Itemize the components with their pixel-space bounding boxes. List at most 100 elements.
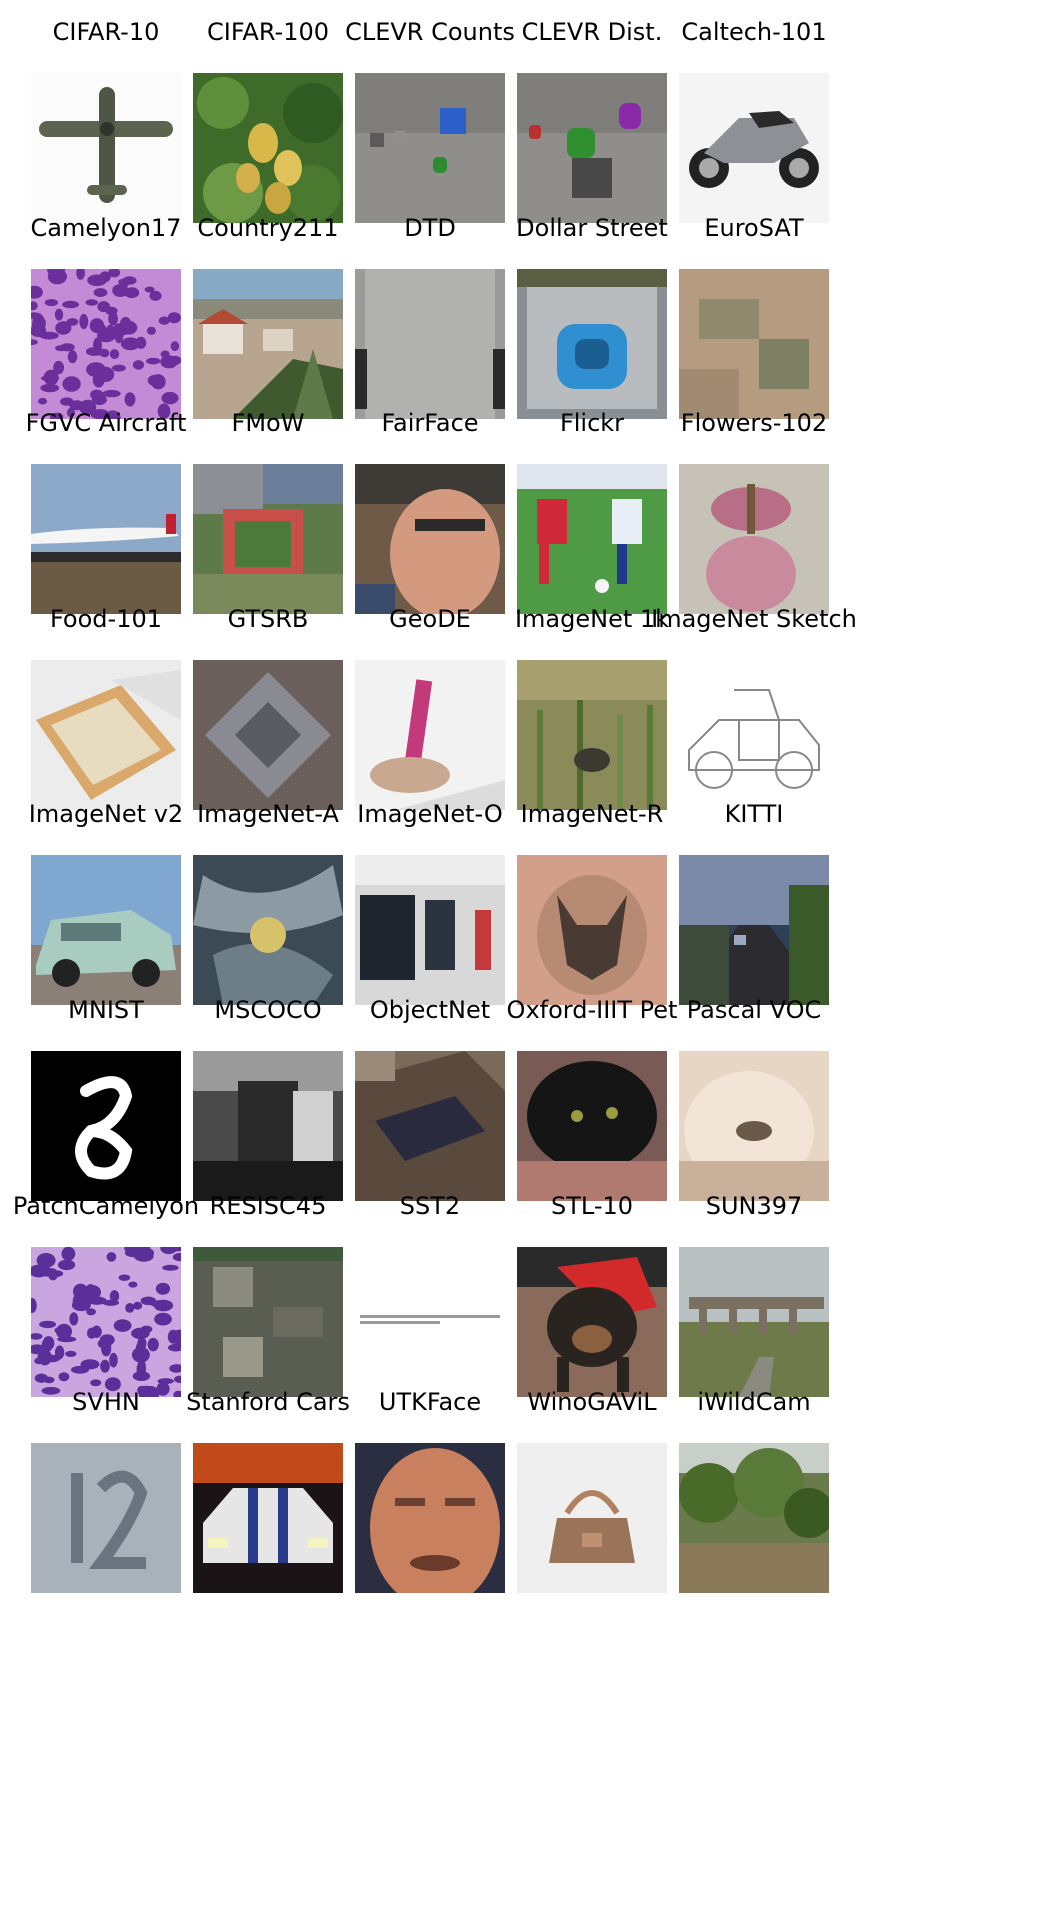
dataset-cell: ImageNet-A — [170, 782, 366, 1005]
dataset-cell: SVHN — [8, 1370, 204, 1593]
dataset-label: RESISC45 — [209, 1192, 327, 1220]
dataset-cell: CLEVR Counts — [332, 0, 528, 223]
clevr-shapes-thumbnail — [517, 73, 667, 223]
dataset-label: GeoDE — [389, 605, 471, 633]
dataset-cell: GeoDE — [332, 587, 528, 810]
town-landscape-thumbnail — [193, 269, 343, 419]
dataset-label: EuroSAT — [704, 214, 804, 242]
dataset-label: ImageNet v2 — [28, 800, 184, 828]
car-sketch-thumbnail — [679, 660, 829, 810]
dataset-label: ImageNet-R — [520, 800, 664, 828]
dataset-label: ObjectNet — [369, 996, 491, 1024]
dataset-label: ImageNet Sketch — [651, 605, 857, 633]
server-room-thumbnail — [355, 855, 505, 1005]
dataset-label: Stanford Cars — [186, 1388, 350, 1416]
abstract-objects-thumbnail — [193, 855, 343, 1005]
dataset-cell: CLEVR Dist. — [494, 0, 690, 223]
grayscale-person-thumbnail — [193, 1051, 343, 1201]
dataset-cell: Camelyon17 — [8, 196, 204, 419]
grass-thumbnail — [517, 660, 667, 810]
dataset-cell: FairFace — [332, 391, 528, 614]
dataset-label: STL-10 — [550, 1192, 634, 1220]
satellite-field-thumbnail — [679, 269, 829, 419]
traffic-sign-thumbnail — [193, 660, 343, 810]
dataset-cell: EuroSAT — [656, 196, 852, 419]
dataset-label: FMoW — [231, 409, 305, 437]
motorcycle-thumbnail — [679, 73, 829, 223]
dataset-label: UTKFace — [378, 1388, 482, 1416]
dataset-cell: FGVC Aircraft — [8, 391, 204, 614]
dataset-cell: Country211 — [170, 196, 366, 419]
dataset-label: CLEVR Dist. — [521, 18, 663, 46]
dataset-label: Pascal VOC — [686, 996, 822, 1024]
dataset-label: iWildCam — [697, 1388, 811, 1416]
dataset-cell: ImageNet 1k — [494, 587, 690, 810]
dataset-cell: STL-10 — [494, 1174, 690, 1397]
dataset-label: SVHN — [72, 1388, 140, 1416]
dataset-cell: Pascal VOC — [656, 978, 852, 1201]
histology-tissue-thumbnail — [31, 1247, 181, 1397]
aerial-city-thumbnail — [193, 1247, 343, 1397]
dataset-cell: ImageNet v2 — [8, 782, 204, 1005]
dataset-cell: DTD — [332, 196, 528, 419]
dataset-cell: MSCOCO — [170, 978, 366, 1201]
handwritten-digit-thumbnail — [31, 1051, 181, 1201]
road-scene-thumbnail — [679, 855, 829, 1005]
face-thumbnail — [355, 464, 505, 614]
dataset-label: PatchCamelyon — [12, 1192, 200, 1220]
fabric-texture-thumbnail — [355, 269, 505, 419]
dataset-label: MSCOCO — [214, 996, 322, 1024]
dataset-label: CIFAR-100 — [206, 18, 330, 46]
dataset-label: MNIST — [68, 996, 144, 1024]
dataset-cell: Dollar Street — [494, 196, 690, 419]
dog-thumbnail — [517, 1247, 667, 1397]
face-thumbnail — [355, 1443, 505, 1593]
dataset-cell: GTSRB — [170, 587, 366, 810]
dataset-cell: Flowers-102 — [656, 391, 852, 614]
dataset-label: Camelyon17 — [30, 214, 182, 242]
dataset-label: Food-101 — [49, 605, 163, 633]
dataset-cell: iWildCam — [656, 1370, 852, 1593]
house-number-thumbnail — [31, 1443, 181, 1593]
pears-thumbnail — [193, 73, 343, 223]
dataset-label: Country211 — [197, 214, 339, 242]
dataset-cell: Stanford Cars — [170, 1370, 366, 1593]
dataset-cell: ImageNet-R — [494, 782, 690, 1005]
airplane-thumbnail — [31, 73, 181, 223]
bread-food-thumbnail — [31, 660, 181, 810]
aerial-stadium-thumbnail — [193, 464, 343, 614]
dataset-label: FairFace — [381, 409, 479, 437]
dataset-cell: ImageNet-O — [332, 782, 528, 1005]
dog-fur-thumbnail — [679, 1051, 829, 1201]
handbag-thumbnail — [517, 1443, 667, 1593]
dataset-cell: Flickr — [494, 391, 690, 614]
dataset-label: Flickr — [559, 409, 625, 437]
text-line-thumbnail — [355, 1247, 505, 1397]
aqueduct-thumbnail — [679, 1247, 829, 1397]
dataset-label: WinoGAViL — [527, 1388, 657, 1416]
dataset-label: GTSRB — [227, 605, 309, 633]
histology-tissue-thumbnail — [31, 269, 181, 419]
dataset-label: SUN397 — [705, 1192, 803, 1220]
orchid-flower-thumbnail — [679, 464, 829, 614]
dataset-label: Dollar Street — [516, 214, 668, 242]
dataset-label: Oxford-IIIT Pet — [506, 996, 678, 1024]
dataset-label: SST2 — [399, 1192, 461, 1220]
airliner-thumbnail — [31, 464, 181, 614]
dataset-label: Flowers-102 — [680, 409, 828, 437]
dataset-label: ImageNet-A — [197, 800, 339, 828]
minivan-thumbnail — [31, 855, 181, 1005]
dataset-cell: Food-101 — [8, 587, 204, 810]
dataset-cell: PatchCamelyon — [8, 1174, 204, 1397]
dataset-label: FGVC Aircraft — [25, 409, 187, 437]
forest-thumbnail — [679, 1443, 829, 1593]
dataset-label: DTD — [404, 214, 456, 242]
dataset-cell: ImageNet Sketch — [651, 587, 857, 810]
dataset-cell: ObjectNet — [332, 978, 528, 1201]
dataset-cell: Oxford-IIIT Pet — [494, 978, 690, 1201]
dataset-cell: CIFAR-100 — [170, 0, 366, 223]
black-cat-thumbnail — [517, 1051, 667, 1201]
hand-candle-thumbnail — [355, 660, 505, 810]
sports-car-thumbnail — [193, 1443, 343, 1593]
dataset-label: Caltech-101 — [681, 18, 827, 46]
